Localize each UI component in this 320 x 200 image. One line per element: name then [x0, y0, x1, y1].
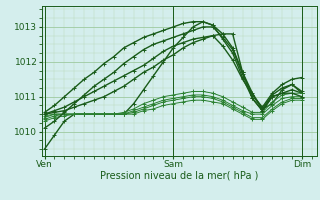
- X-axis label: Pression niveau de la mer( hPa ): Pression niveau de la mer( hPa ): [100, 171, 258, 181]
